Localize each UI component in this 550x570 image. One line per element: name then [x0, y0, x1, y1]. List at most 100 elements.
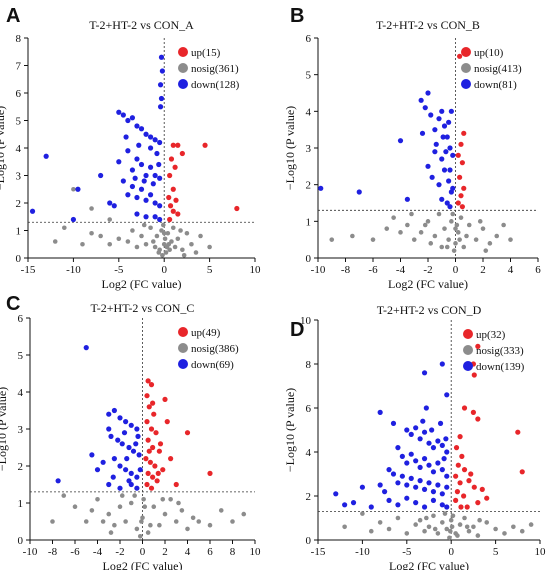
data-point	[137, 467, 143, 473]
data-point	[451, 248, 457, 253]
data-point	[80, 241, 85, 247]
data-point	[147, 164, 154, 170]
data-point	[165, 230, 171, 236]
data-point	[130, 228, 135, 233]
data-point	[138, 126, 145, 132]
data-point	[147, 134, 154, 140]
data-point	[444, 504, 450, 510]
y-tick-label: 2	[306, 491, 312, 503]
series-up	[455, 53, 467, 210]
data-point	[145, 378, 151, 384]
data-point	[432, 526, 438, 532]
data-point	[439, 442, 445, 448]
data-point	[156, 161, 162, 168]
data-point	[72, 504, 78, 510]
data-point	[147, 145, 154, 151]
panel-letter: C	[6, 293, 20, 315]
data-point	[519, 528, 525, 534]
data-point	[123, 419, 129, 425]
data-point	[444, 449, 450, 455]
data-point	[428, 241, 434, 246]
y-tick-label: 5	[18, 350, 24, 362]
data-point	[454, 222, 460, 228]
data-point	[152, 244, 158, 250]
data-point	[170, 208, 176, 214]
data-point	[515, 429, 521, 435]
data-point	[404, 482, 410, 488]
data-point	[450, 211, 456, 217]
data-point	[139, 519, 144, 524]
data-point	[417, 464, 423, 470]
legend-label: up(10)	[474, 47, 504, 59]
data-point	[421, 429, 428, 435]
data-point	[484, 495, 490, 501]
data-point	[134, 156, 140, 162]
data-point	[436, 116, 442, 122]
data-point	[470, 409, 476, 415]
data-point	[466, 478, 472, 484]
data-point	[318, 185, 324, 191]
y-tick-label: 0	[16, 253, 22, 265]
data-point	[413, 484, 419, 490]
data-point	[450, 513, 456, 519]
x-axis-label: Log2 (FC value)	[102, 277, 182, 291]
data-point	[333, 491, 339, 497]
data-point	[444, 392, 450, 398]
x-tick-label: -2	[423, 264, 432, 276]
data-point	[106, 511, 112, 517]
data-point	[125, 148, 131, 154]
data-point	[107, 200, 113, 206]
data-point	[173, 519, 179, 524]
data-point	[404, 427, 410, 433]
data-point	[143, 172, 149, 179]
data-point	[528, 522, 534, 527]
data-point	[184, 230, 190, 236]
data-point	[404, 495, 410, 501]
data-point	[390, 420, 397, 426]
data-point	[145, 437, 151, 443]
data-point	[193, 250, 199, 255]
data-point	[471, 524, 476, 530]
data-point	[457, 522, 463, 527]
data-point	[170, 186, 176, 192]
data-point	[170, 225, 176, 231]
data-point	[430, 497, 437, 503]
y-tick-label: 6	[18, 313, 24, 325]
data-point	[168, 456, 174, 462]
data-point	[157, 203, 163, 209]
x-axis-label: Log2 (FC value)	[103, 559, 183, 570]
data-point	[160, 467, 166, 473]
data-point	[134, 194, 140, 201]
data-point	[123, 134, 129, 140]
data-point	[360, 511, 365, 516]
data-point	[444, 473, 450, 479]
data-point	[435, 482, 441, 488]
data-point	[435, 531, 441, 536]
y-tick-label: 4	[18, 387, 24, 399]
data-point	[50, 519, 55, 524]
data-point	[422, 222, 428, 228]
data-point	[75, 186, 81, 192]
data-point	[350, 500, 357, 506]
data-point	[167, 172, 173, 179]
data-point	[152, 200, 158, 206]
data-point	[395, 480, 401, 486]
data-point	[475, 416, 481, 422]
data-point	[473, 237, 479, 242]
data-point	[143, 456, 149, 462]
data-point	[455, 462, 461, 468]
data-point	[175, 236, 181, 242]
data-point	[55, 478, 61, 484]
legend-marker	[463, 361, 473, 371]
legend-label: up(15)	[191, 47, 221, 59]
data-point	[458, 193, 464, 199]
data-point	[100, 459, 106, 465]
data-point	[461, 130, 467, 136]
data-point	[455, 152, 461, 158]
x-tick-label: 8	[230, 546, 236, 558]
data-point	[419, 130, 426, 136]
data-point	[116, 236, 122, 242]
y-tick-label: 1	[18, 498, 24, 510]
data-point	[386, 497, 392, 503]
data-point	[163, 250, 169, 255]
